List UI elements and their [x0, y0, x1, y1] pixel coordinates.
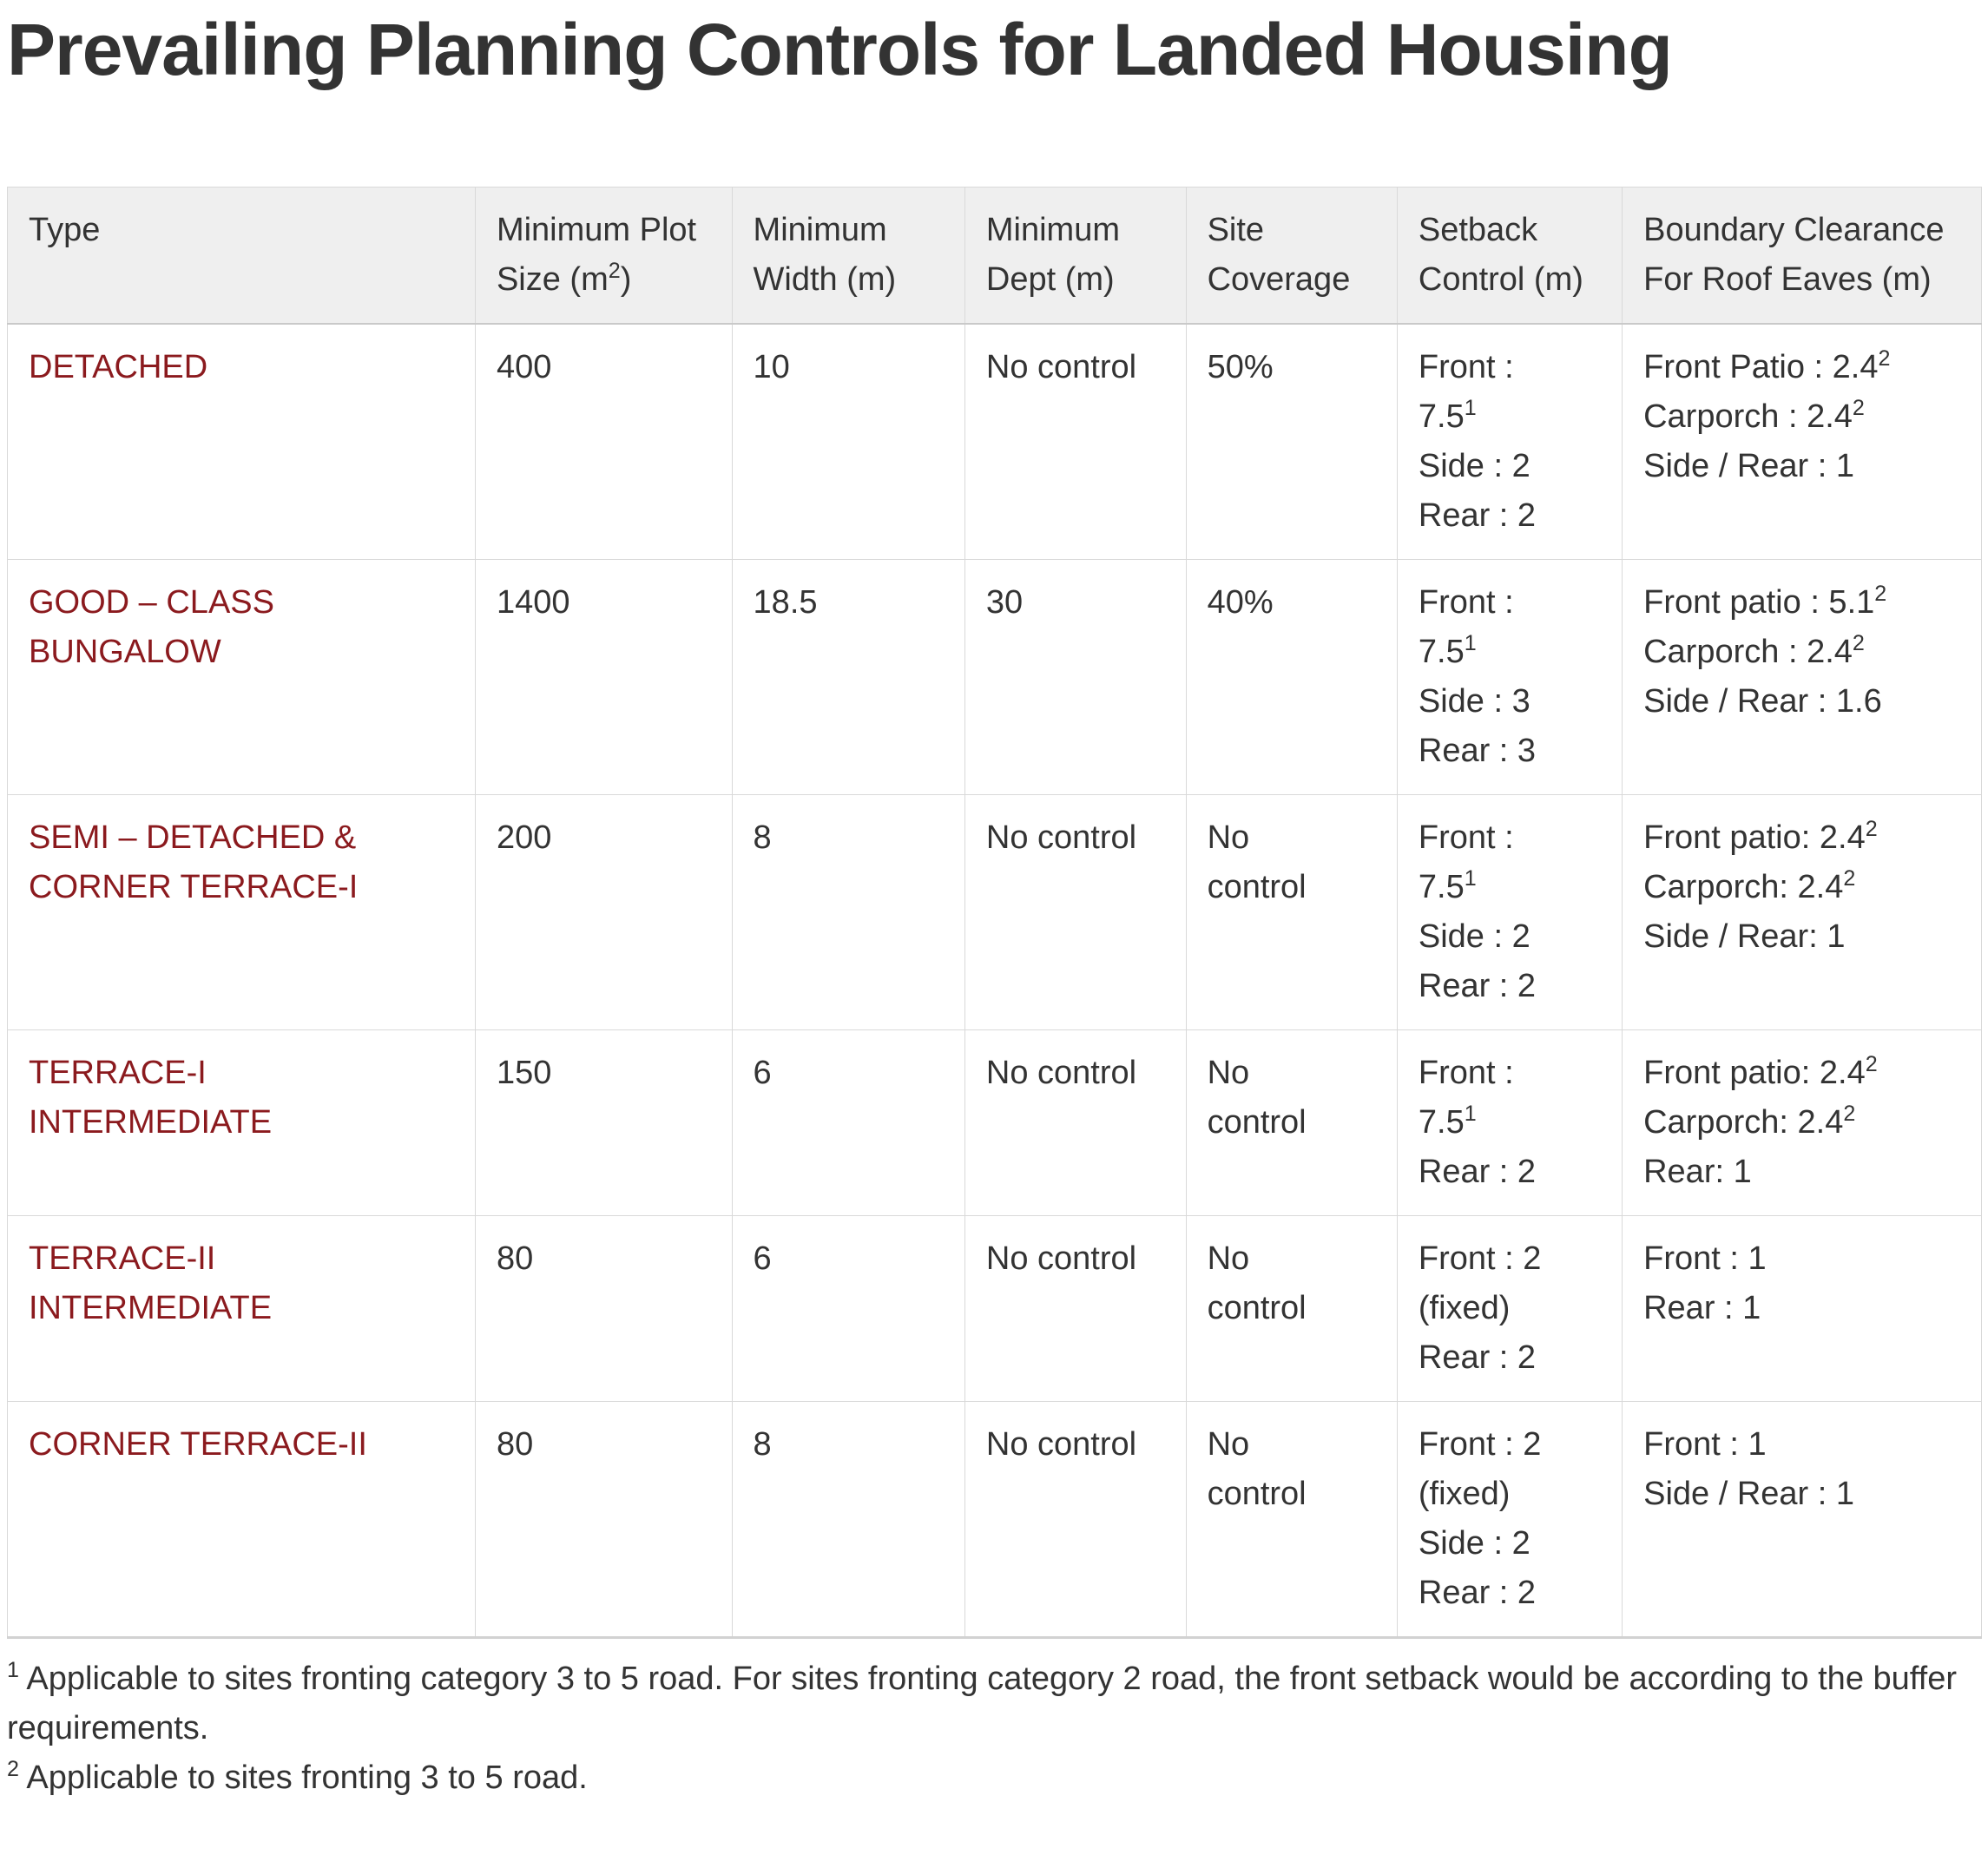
- cell-boundary-clearance: Front patio : 5.12 Carporch : 2.42 Side / …: [1622, 558, 1982, 795]
- cell-boundary-clearance: Front : 1 Side / Rear : 1: [1622, 1400, 1982, 1639]
- cell-min-plot-size: 150: [474, 1029, 733, 1216]
- cell-setback-control: Front :7.51 Side : 2 Rear : 2: [1396, 793, 1623, 1030]
- footnote-1: 1 Applicable to sites fronting category …: [7, 1658, 1957, 1746]
- table-row: DETACHED 400 10 No control 50% Front :7.…: [7, 323, 1982, 560]
- cell-setback-control: Front : 2 (fixed) Rear : 2: [1396, 1214, 1623, 1402]
- footnotes: 1 Applicable to sites fronting category …: [7, 1654, 1982, 1803]
- cell-min-dept: No control: [964, 1400, 1187, 1639]
- column-header-min-plot-size: Minimum Plot Size (m2): [474, 186, 733, 325]
- cell-min-width: 10: [731, 323, 965, 560]
- column-header-min-width: Minimum Width (m): [731, 186, 965, 325]
- cell-min-dept: 30: [964, 558, 1187, 795]
- column-header-boundary-clearance: Boundary Clearance For Roof Eaves (m): [1622, 186, 1982, 325]
- cell-setback-control: Front :7.51 Side : 3 Rear : 3: [1396, 558, 1623, 795]
- cell-min-plot-size: 400: [474, 323, 733, 560]
- cell-min-width: 8: [731, 793, 965, 1030]
- cell-setback-control: Front :7.51 Side : 2 Rear : 2: [1396, 323, 1623, 560]
- table-row: GOOD – CLASS BUNGALOW 1400 18.5 30 40% F…: [7, 558, 1982, 795]
- column-header-setback-control: Setback Control (m): [1396, 186, 1623, 325]
- column-header-type: Type: [7, 186, 476, 325]
- cell-type: SEMI – DETACHED & CORNER TERRACE-I: [7, 793, 476, 1030]
- cell-type: GOOD – CLASS BUNGALOW: [7, 558, 476, 795]
- page: Prevailing Planning Controls for Landed …: [7, 9, 1982, 1803]
- cell-min-width: 6: [731, 1214, 965, 1402]
- cell-site-coverage: No control: [1185, 1029, 1398, 1216]
- cell-type: TERRACE-I INTERMEDIATE: [7, 1029, 476, 1216]
- cell-type: CORNER TERRACE-II: [7, 1400, 476, 1639]
- cell-site-coverage: 50%: [1185, 323, 1398, 560]
- cell-min-dept: No control: [964, 1029, 1187, 1216]
- table-row: TERRACE-II INTERMEDIATE 80 6 No control …: [7, 1214, 1982, 1402]
- cell-min-width: 6: [731, 1029, 965, 1216]
- table-row: CORNER TERRACE-II 80 8 No control No cont…: [7, 1400, 1982, 1639]
- cell-type: TERRACE-II INTERMEDIATE: [7, 1214, 476, 1402]
- cell-min-plot-size: 1400: [474, 558, 733, 795]
- page-title: Prevailing Planning Controls for Landed …: [7, 9, 1673, 90]
- cell-site-coverage: No control: [1185, 1400, 1398, 1639]
- table-row: SEMI – DETACHED & CORNER TERRACE-I 200 8…: [7, 793, 1982, 1030]
- column-header-site-coverage: Site Coverage: [1185, 186, 1398, 325]
- cell-type: DETACHED: [7, 323, 476, 560]
- cell-site-coverage: No control: [1185, 793, 1398, 1030]
- cell-min-width: 8: [731, 1400, 965, 1639]
- cell-min-width: 18.5: [731, 558, 965, 795]
- cell-boundary-clearance: Front patio: 2.42 Carporch: 2.42 Side / Re…: [1622, 793, 1982, 1030]
- table-row: TERRACE-I INTERMEDIATE 150 6 No control …: [7, 1029, 1982, 1216]
- cell-min-plot-size: 200: [474, 793, 733, 1030]
- cell-setback-control: Front : 2 (fixed) Side : 2 Rear : 2: [1396, 1400, 1623, 1639]
- cell-min-dept: No control: [964, 323, 1187, 560]
- cell-min-dept: No control: [964, 793, 1187, 1030]
- cell-site-coverage: 40%: [1185, 558, 1398, 795]
- cell-min-plot-size: 80: [474, 1400, 733, 1639]
- footnote-2: 2 Applicable to sites fronting 3 to 5 ro…: [7, 1757, 588, 1796]
- cell-boundary-clearance: Front : 1 Rear : 1: [1622, 1214, 1982, 1402]
- column-header-min-dept: Minimum Dept (m): [964, 186, 1187, 325]
- cell-site-coverage: No control: [1185, 1214, 1398, 1402]
- cell-boundary-clearance: Front patio: 2.42 Carporch: 2.42 Rear: 1: [1622, 1029, 1982, 1216]
- cell-boundary-clearance: Front Patio : 2.42 Carporch : 2.42 Side / …: [1622, 323, 1982, 560]
- table-header-row: Type Minimum Plot Size (m2) Minimum Widt…: [7, 186, 1982, 325]
- cell-min-dept: No control: [964, 1214, 1187, 1402]
- planning-controls-table: Type Minimum Plot Size (m2) Minimum Widt…: [7, 186, 1982, 1639]
- cell-min-plot-size: 80: [474, 1214, 733, 1402]
- cell-setback-control: Front :7.51 Rear : 2: [1396, 1029, 1623, 1216]
